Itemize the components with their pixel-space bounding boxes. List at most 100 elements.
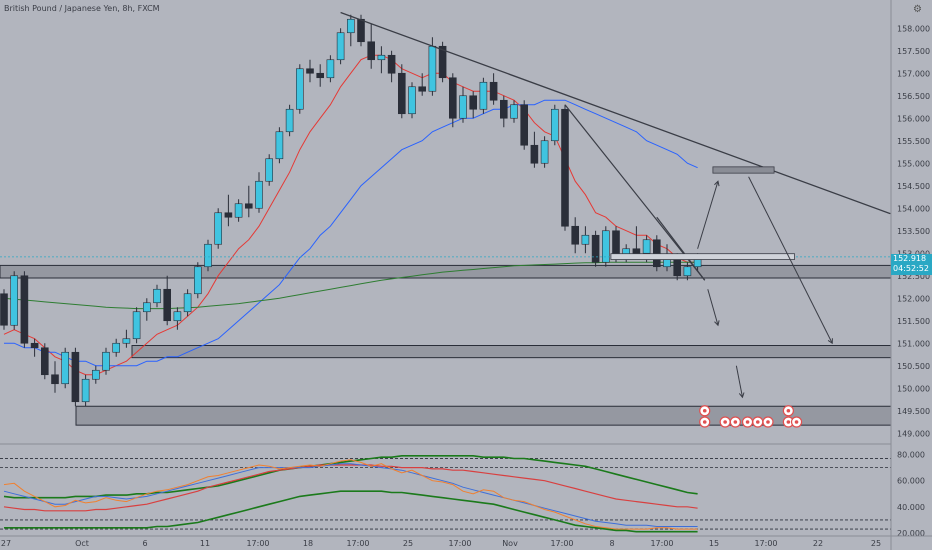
candle-body: [520, 104, 529, 146]
candle-28: [285, 104, 294, 137]
candle-body: [530, 144, 539, 164]
arrow-shaft: [707, 289, 719, 326]
candle-8: [81, 374, 90, 407]
gear-icon[interactable]: ⚙: [913, 4, 922, 15]
price-tick-label: 152.000: [897, 294, 930, 303]
horizontal-zones: [0, 264, 892, 426]
candle-body: [346, 18, 355, 34]
candle-2: [20, 271, 29, 348]
candle-55: [561, 104, 569, 231]
candle-25: [255, 172, 263, 213]
candle-body: [581, 234, 590, 245]
price-tick-label: 150.000: [897, 384, 930, 393]
time-axis[interactable]: 27 Oct 6 11 17:00 18 17:00 25 17:00 Nov 17:00 8 17:0…: [0, 535, 932, 548]
candle-24: [245, 185, 253, 218]
oscillator-red-line: [3, 464, 698, 512]
candle-41: [418, 73, 427, 96]
ema-fast-line: [3, 54, 698, 376]
price-tick-label: 155.000: [897, 159, 930, 168]
oscillator-blue-line: [3, 463, 698, 527]
candle-40: [408, 82, 416, 119]
ema-slow-line: [3, 261, 698, 310]
oscillator-orange-line: [3, 459, 698, 530]
price-axis-background: [891, 0, 932, 550]
candle-body: [71, 351, 80, 403]
candle-body: [642, 239, 651, 254]
arrow-down-lower: [735, 365, 745, 399]
candle-37: [377, 46, 386, 74]
candle-body: [255, 180, 263, 209]
bar-countdown: 04:52:52: [893, 264, 929, 273]
support-zone-2: [131, 345, 892, 359]
event-marker-dot: [755, 420, 760, 424]
price-tick-label: 156.000: [897, 114, 930, 123]
candle-body: [367, 41, 376, 61]
candle-body: [10, 275, 18, 326]
candle-5: [51, 361, 59, 393]
candle-body: [377, 54, 386, 61]
descending-trendline: [340, 11, 891, 215]
time-tick-label: 17:00: [550, 539, 573, 548]
candle-body: [489, 81, 498, 101]
candle-body: [132, 311, 141, 340]
candle-body: [561, 108, 569, 227]
price-tick-label: 149.000: [897, 429, 930, 438]
time-tick-label: 15: [709, 539, 719, 548]
arrow-head: [827, 338, 833, 345]
candle-body: [652, 239, 661, 268]
candle-body: [102, 351, 110, 371]
price-tick-label: 152.500: [897, 272, 930, 281]
candle-body: [0, 293, 8, 326]
candle-27: [275, 127, 284, 164]
candle-body: [316, 72, 325, 79]
candle-body: [122, 338, 131, 344]
candle-body: [204, 243, 212, 268]
time-tick-label: 17:00: [246, 539, 269, 548]
candle-body: [438, 45, 447, 79]
candle-1: [10, 271, 18, 330]
price-tick-label: 150.500: [897, 362, 930, 371]
candle-body: [81, 378, 90, 403]
candle-36: [367, 23, 376, 69]
candle-body: [499, 99, 508, 119]
candle-body: [163, 288, 171, 322]
event-marker-icon: [699, 405, 711, 417]
time-tick-label: 22: [813, 539, 823, 548]
candle-64: [652, 235, 661, 272]
arrow-down-long: [748, 176, 833, 345]
candle-44: [448, 73, 457, 128]
candle-12: [122, 329, 131, 348]
candle-body: [51, 374, 59, 385]
event-marker-icon: [782, 405, 794, 417]
last-price: 152.918: [893, 254, 927, 263]
candle-17: [173, 307, 182, 330]
candle-33: [336, 28, 345, 65]
candle-body: [550, 108, 559, 142]
arrow-head: [738, 392, 745, 399]
trend-drawings: [340, 11, 891, 399]
candle-50: [510, 100, 518, 123]
candle-body: [479, 81, 488, 110]
price-tick-label: 151.500: [897, 317, 930, 326]
arrow-head: [714, 320, 720, 327]
price-axis[interactable]: 158.000 157.500 157.000 156.500 156.000 155.5…: [890, 0, 932, 550]
event-markers: [699, 405, 803, 428]
candle-body: [683, 266, 692, 277]
time-tick-label: 17:00: [754, 539, 777, 548]
arrow-shaft: [735, 365, 743, 398]
candle-7: [71, 347, 80, 407]
candle-43: [438, 41, 447, 83]
candle-26: [265, 154, 274, 186]
candle-body: [112, 342, 120, 353]
moving-average-lines: [3, 54, 698, 376]
candle-body: [61, 351, 70, 385]
oscillator-tick-label: 40.000: [897, 503, 925, 512]
candle-body: [214, 212, 222, 245]
candle-body: [183, 293, 192, 313]
candle-45: [459, 86, 467, 123]
event-marker-icon: [790, 416, 803, 428]
candlesticks: [0, 14, 891, 407]
event-marker-dot: [786, 420, 791, 424]
event-marker-dot: [702, 408, 707, 413]
